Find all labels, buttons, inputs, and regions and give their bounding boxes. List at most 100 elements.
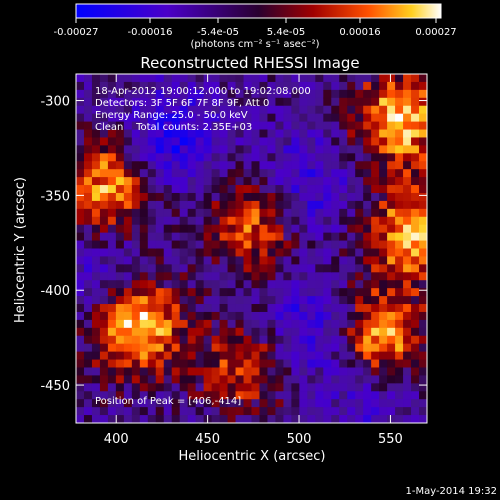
heatmap-cell — [235, 280, 245, 289]
heatmap-cell — [147, 288, 157, 297]
heatmap-cell — [139, 200, 149, 210]
heatmap-cell — [267, 240, 277, 250]
heatmap-cell — [403, 311, 412, 321]
heatmap-cell — [307, 232, 316, 242]
heatmap-cell — [403, 145, 412, 154]
heatmap-cell — [339, 224, 348, 234]
heatmap-cell — [403, 383, 412, 392]
heatmap-cell — [331, 367, 340, 377]
heatmap-cell — [203, 391, 213, 400]
heatmap-cell — [387, 177, 396, 186]
heatmap-cell — [379, 343, 388, 353]
heatmap-cell — [395, 407, 404, 416]
heatmap-cell — [211, 145, 221, 154]
heatmap-cell — [291, 248, 300, 258]
heatmap-cell — [76, 97, 85, 107]
heatmap-cell — [275, 343, 285, 353]
heatmap-cell — [211, 327, 221, 337]
heatmap-cell — [411, 185, 420, 194]
heatmap-cell — [355, 121, 364, 131]
heatmap-cell — [195, 97, 205, 107]
heatmap-cell — [363, 272, 372, 281]
heatmap-cell — [411, 113, 420, 123]
heatmap-cell — [371, 399, 380, 408]
heatmap-cell — [76, 129, 85, 139]
heatmap-cell — [403, 415, 412, 423]
heatmap-cell — [419, 74, 427, 83]
heatmap-cell — [123, 177, 133, 186]
heatmap-cell — [251, 224, 261, 234]
heatmap-cell — [299, 375, 308, 384]
heatmap-cell — [76, 399, 85, 408]
heatmap-cell — [171, 121, 181, 131]
heatmap-cell — [99, 89, 109, 99]
heatmap-cell — [83, 169, 93, 178]
heatmap-cell — [307, 272, 316, 281]
heatmap-cell — [91, 97, 101, 107]
heatmap-cell — [76, 169, 85, 178]
heatmap-cell — [371, 232, 380, 242]
heatmap-cell — [123, 208, 133, 218]
heatmap-cell — [187, 311, 197, 321]
heatmap-cell — [147, 335, 157, 345]
heatmap-cell — [123, 256, 133, 265]
heatmap-cell — [299, 319, 308, 329]
heatmap-cell — [339, 232, 348, 242]
heatmap-cell — [139, 319, 149, 329]
heatmap-cell — [315, 161, 324, 170]
heatmap-cell — [187, 288, 197, 297]
heatmap-cell — [195, 169, 205, 178]
heatmap-cell — [243, 327, 253, 337]
heatmap-cell — [291, 137, 300, 146]
heatmap-cell — [267, 81, 277, 91]
heatmap-cell — [363, 161, 372, 170]
heatmap-cell — [179, 407, 189, 416]
heatmap-cell — [131, 407, 141, 416]
heatmap-cell — [339, 97, 348, 107]
heatmap-cell — [83, 391, 93, 400]
heatmap-cell — [363, 296, 372, 305]
heatmap-cell — [76, 105, 85, 115]
heatmap-cell — [379, 169, 388, 178]
heatmap-cell — [155, 383, 165, 392]
heatmap-cell — [355, 129, 364, 139]
heatmap-cell — [403, 81, 412, 91]
heatmap-cell — [403, 153, 412, 162]
heatmap-cell — [163, 200, 173, 210]
heatmap-cell — [179, 153, 189, 162]
heatmap-cell — [283, 121, 292, 131]
heatmap-cell — [235, 232, 245, 242]
heatmap-cell — [291, 161, 300, 170]
heatmap-cell — [227, 97, 237, 107]
heatmap-cell — [147, 185, 157, 194]
heatmap-cell — [211, 169, 221, 178]
heatmap-cell — [379, 248, 388, 258]
heatmap-cell — [299, 359, 308, 369]
heatmap-cell — [331, 264, 340, 273]
heatmap-cell — [147, 137, 157, 146]
heatmap-cell — [227, 288, 237, 297]
heatmap-cell — [363, 351, 372, 361]
heatmap-cell — [187, 129, 197, 139]
heatmap-cell — [291, 256, 300, 265]
heatmap-cell — [107, 224, 117, 234]
heatmap-cell — [395, 311, 404, 321]
heatmap-cell — [267, 375, 277, 384]
heatmap-cell — [331, 129, 340, 139]
heatmap-cell — [411, 89, 420, 99]
heatmap-cell — [147, 359, 157, 369]
heatmap-cell — [83, 161, 93, 170]
heatmap-cell — [283, 407, 292, 416]
heatmap-cell — [83, 264, 93, 273]
heatmap-cell — [123, 375, 133, 384]
heatmap-cell — [315, 319, 324, 329]
heatmap-cell — [283, 288, 292, 297]
heatmap-cell — [299, 74, 308, 83]
heatmap-cell — [307, 161, 316, 170]
heatmap-cell — [131, 351, 141, 361]
heatmap-cell — [363, 169, 372, 178]
heatmap-cell — [195, 383, 205, 392]
heatmap-cell — [267, 296, 277, 305]
heatmap-cell — [123, 272, 133, 281]
heatmap-cell — [147, 169, 157, 178]
